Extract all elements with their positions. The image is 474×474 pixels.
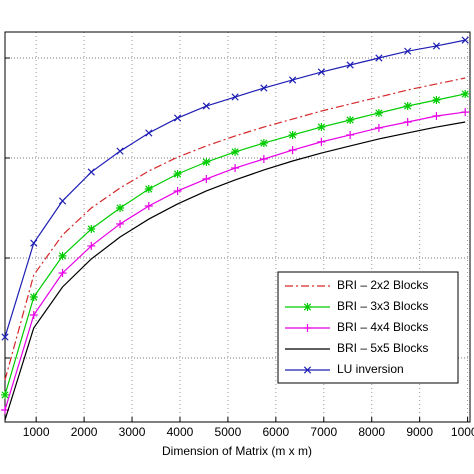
- marker: [1, 390, 9, 399]
- marker: [116, 219, 125, 228]
- x-tick-label: 2000: [71, 425, 98, 439]
- x-tick-label: 7000: [310, 425, 337, 439]
- marker: [432, 96, 441, 105]
- marker: [29, 311, 38, 320]
- marker: [202, 102, 210, 110]
- marker: [202, 158, 211, 166]
- marker: [288, 130, 297, 139]
- marker: [144, 184, 153, 193]
- marker: [231, 164, 240, 173]
- marker: [173, 186, 182, 195]
- marker: [346, 115, 355, 124]
- legend-label: BRI – 3x3 Blocks: [337, 299, 428, 313]
- plot-frame: [4, 31, 471, 423]
- marker: [231, 93, 239, 101]
- marker: [303, 366, 312, 374]
- marker: [144, 202, 153, 211]
- legend-label: BRI – 5x5 Blocks: [337, 341, 428, 355]
- marker: [30, 239, 38, 247]
- marker: [374, 123, 383, 132]
- marker: [173, 169, 182, 178]
- marker: [87, 168, 95, 176]
- marker: [1, 333, 9, 341]
- legend-label: BRI – 4x4 Blocks: [337, 320, 428, 334]
- marker: [289, 76, 297, 84]
- marker: [403, 118, 412, 127]
- x-tick-label: 1000: [23, 425, 50, 439]
- marker: [58, 251, 67, 260]
- marker: [116, 147, 124, 155]
- legend-label: BRI – 2x2 Blocks: [337, 278, 428, 292]
- marker: [403, 102, 412, 111]
- legend: BRI – 2x2 Blocks BRI – 3x3 Blocks BRI – 4x…: [277, 271, 459, 384]
- marker: [260, 84, 268, 92]
- marker: [346, 130, 355, 139]
- marker: [231, 147, 240, 156]
- marker: [432, 42, 441, 50]
- marker: [116, 204, 125, 213]
- marker: [461, 36, 469, 44]
- x-tick-label: 9000: [406, 425, 433, 439]
- marker: [58, 197, 67, 205]
- legend-label: LU inversion: [337, 362, 404, 376]
- x-tick-label: 8000: [358, 425, 385, 439]
- x-tick-label: 5000: [215, 425, 242, 439]
- x-tick-label: 10000: [451, 425, 474, 439]
- marker: [317, 137, 326, 146]
- marker: [173, 114, 182, 122]
- marker: [461, 89, 470, 98]
- marker: [87, 241, 96, 250]
- marker: [87, 224, 96, 233]
- marker: [374, 108, 383, 117]
- marker: [375, 54, 383, 62]
- marker: [317, 123, 326, 132]
- marker: [432, 112, 441, 121]
- marker: [145, 129, 153, 137]
- x-tick-label: 3000: [119, 425, 146, 439]
- series-line: [4, 77, 466, 381]
- marker: [317, 68, 326, 76]
- marker: [288, 146, 297, 155]
- marker: [29, 293, 38, 302]
- marker: [202, 174, 211, 183]
- marker: [404, 47, 412, 55]
- x-axis-label: Dimension of Matrix (m x m): [162, 444, 312, 458]
- marker: [303, 324, 312, 332]
- series-line: [4, 121, 466, 421]
- marker: [259, 155, 268, 164]
- x-tick-label: 6000: [262, 425, 289, 439]
- marker: [461, 108, 470, 117]
- marker: [346, 61, 354, 69]
- x-tick-label: 4000: [167, 425, 194, 439]
- marker: [303, 303, 312, 311]
- marker: [259, 139, 268, 148]
- marker: [58, 268, 67, 277]
